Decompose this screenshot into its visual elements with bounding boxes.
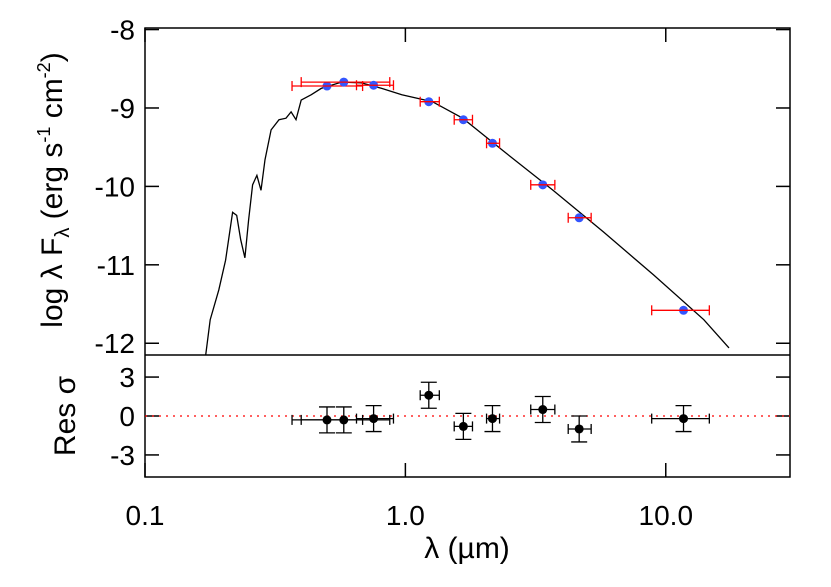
residual-point [487, 414, 497, 424]
y-tick-label: -9 [110, 93, 135, 124]
x-tick-label: 1.0 [386, 500, 425, 531]
y-tick-label: -10 [95, 171, 135, 202]
residual-point [679, 414, 689, 424]
y-tick-label: -8 [110, 15, 135, 46]
y-axis-label: log λ Fλ (erg s-1 cm-2) [34, 52, 74, 327]
residual-point [369, 414, 379, 424]
y-tick-label: 3 [119, 362, 135, 393]
residual-point [458, 421, 468, 431]
plot-frame [144, 27, 791, 478]
y-axis-label: Res σ [49, 375, 82, 456]
x-tick-label: 10.0 [639, 500, 694, 531]
y-tick-label: 0 [119, 401, 135, 432]
label-part: log λ F [36, 238, 69, 328]
label-sub: λ [52, 228, 74, 238]
x-tick-label: 0.1 [126, 500, 165, 531]
y-tick-label: -11 [97, 250, 135, 281]
residual-point [424, 390, 434, 400]
label-part: ) [36, 52, 69, 62]
x-axis-label: λ (µm) [424, 532, 510, 565]
residual-point [538, 405, 548, 415]
residual-point [339, 415, 349, 425]
label-part: cm [36, 78, 69, 126]
label-sup: -2 [34, 62, 54, 78]
y-tick-label: -3 [110, 440, 135, 471]
label-sup: -1 [34, 127, 54, 143]
label-part: (erg s [36, 143, 69, 228]
residual-point [574, 424, 584, 434]
model-spectrum [205, 81, 730, 356]
y-tick-label: -12 [95, 328, 135, 359]
